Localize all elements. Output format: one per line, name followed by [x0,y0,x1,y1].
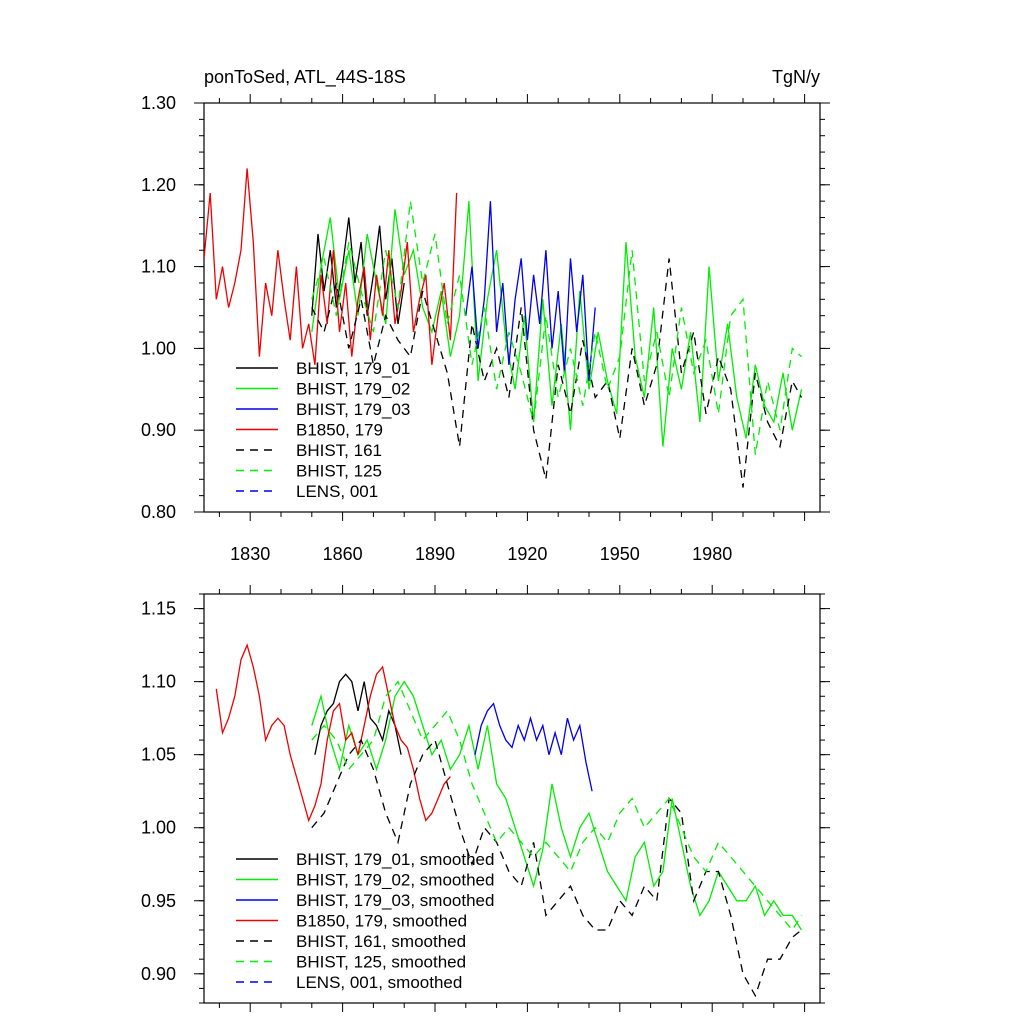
y-tick-label: 0.80 [141,502,176,522]
series-line [311,201,802,455]
y-tick-label: 0.90 [141,420,176,440]
series-line [474,702,593,792]
y-tick-label: 1.00 [141,818,176,838]
y-tick-label: 1.10 [141,672,176,692]
x-tick-label: 1890 [415,544,455,564]
series-line [465,201,596,382]
series-line [311,680,803,931]
bottom-panel: 0.90 0.95 1.00 1.05 1.10 1.15 BHIST, 179_01, s… [141,585,830,1012]
plot-frame [203,102,821,513]
series-line [204,168,458,365]
legend-label: BHIST, 179_02, smoothed [296,871,494,890]
legend-label: BHIST, 161, smoothed [296,932,466,951]
legend-label: BHIST, 179_01, smoothed [296,850,494,869]
legend-label: BHIST, 125, smoothed [296,953,466,972]
legend-label: BHIST, 179_03, smoothed [296,891,494,910]
y-tick-label: 1.10 [141,257,176,277]
series-line [311,680,803,932]
legend-label: BHIST, 179_02 [296,380,410,399]
legend-label: B1850, 179 [296,421,383,440]
series-line [311,738,802,998]
legend-label: BHIST, 179_01 [296,359,410,378]
y-tick-label: 1.00 [141,338,176,358]
series-line [311,258,803,488]
units-label: TgN/y [772,67,820,87]
series-line [314,673,402,755]
legend-label: BHIST, 125 [296,462,382,481]
y-tick-label: 1.05 [141,745,176,765]
x-tick-label: 1980 [692,544,732,564]
series-line [215,643,451,823]
legend-label: B1850, 179, smoothed [296,912,467,931]
y-tick-label: 1.15 [141,599,176,619]
x-tick-label: 1950 [600,544,640,564]
chart-title: ponToSed, ATL_44S-18S [204,67,406,88]
y-tick-label: 1.20 [141,175,176,195]
legend-label: LENS, 001 [296,482,378,501]
x-tick-label: 1830 [230,544,270,564]
series-line [311,201,803,447]
x-tick-label: 1920 [507,544,547,564]
x-tick-label: 1860 [323,544,363,564]
y-tick-label: 0.90 [141,964,176,984]
legend-label: LENS, 001, smoothed [296,973,462,992]
y-tick-label: 0.95 [141,891,176,911]
top-panel: 1830 1860 1890 1920 1950 1980 0.80 0.90 1.00 1.10… [141,93,830,564]
y-tick-label: 1.30 [141,93,176,113]
legend-label: BHIST, 179_03 [296,400,410,419]
legend-label: BHIST, 161 [296,441,382,460]
